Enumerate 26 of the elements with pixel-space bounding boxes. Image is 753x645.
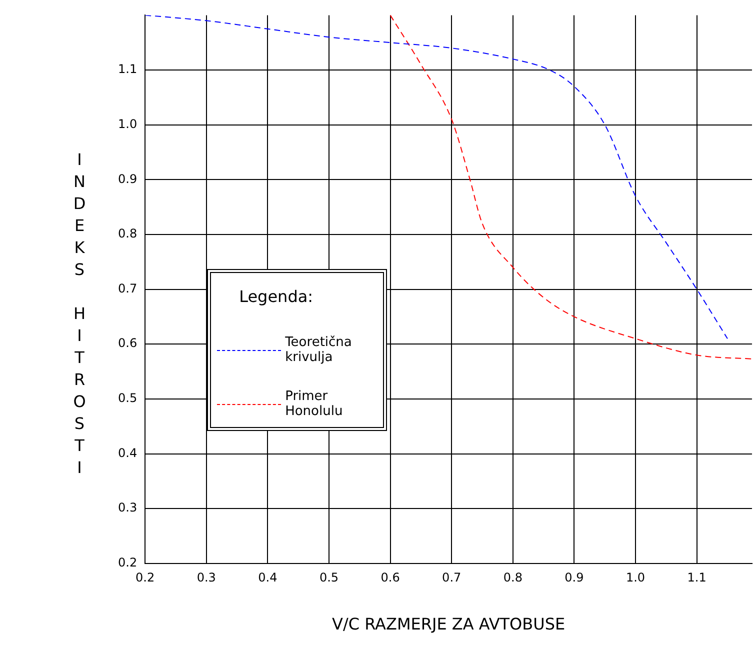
x-tick-label: 0.6 (380, 570, 400, 585)
y-tick-label: 1.1 (118, 62, 138, 76)
y-tick-label: 0.4 (118, 446, 138, 460)
x-tick-label: 0.8 (503, 570, 522, 585)
y-tick-label: 1.0 (118, 116, 138, 131)
x-tick-label: 1.0 (626, 570, 646, 585)
x-tick-label: 0.7 (442, 570, 462, 585)
y-tick-label: 0.3 (118, 500, 138, 515)
legend-label: Teoretična krivulja (285, 335, 353, 366)
x-tick-label: 0.4 (258, 570, 278, 585)
y-axis-title: INDEKS HITROSTI (70, 150, 89, 480)
x-tick-label: 0.9 (564, 570, 584, 585)
y-tick-label: 0.8 (118, 226, 138, 241)
y-tick-label: 0.6 (118, 336, 138, 350)
legend-title: Legenda: (239, 287, 314, 306)
x-tick-label: 0.3 (196, 570, 216, 585)
x-axis-title: V/C RAZMERJE ZA AVTOBUSE (332, 614, 566, 634)
legend-label: Primer Honolulu (285, 389, 344, 420)
x-tick-label: 0.2 (136, 570, 155, 585)
y-tick-label: 0.9 (118, 172, 138, 186)
x-tick-label: 0.5 (319, 570, 339, 585)
y-tick-label: 0.5 (118, 391, 138, 406)
y-tick-label: 0.7 (118, 281, 138, 296)
line-series (390, 15, 752, 360)
y-tick-label: 0.2 (118, 556, 138, 570)
x-tick-label: 1.1 (687, 570, 706, 585)
